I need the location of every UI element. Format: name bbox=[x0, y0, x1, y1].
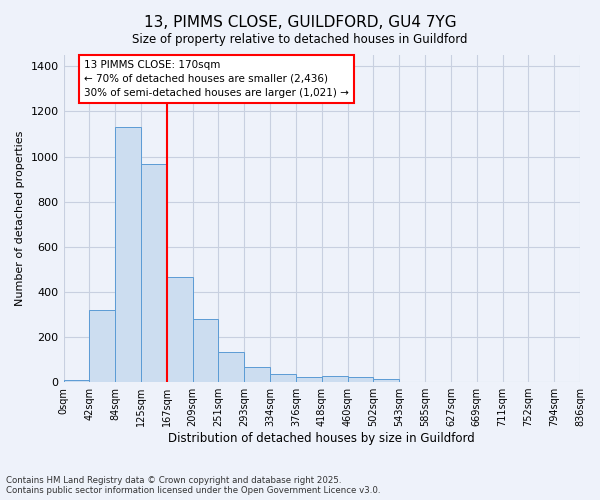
Bar bbox=[373, 378, 399, 382]
Bar bbox=[347, 377, 373, 382]
Bar bbox=[115, 127, 141, 382]
Text: 13, PIMMS CLOSE, GUILDFORD, GU4 7YG: 13, PIMMS CLOSE, GUILDFORD, GU4 7YG bbox=[143, 15, 457, 30]
Bar bbox=[64, 380, 89, 382]
Bar bbox=[141, 164, 167, 382]
Bar bbox=[218, 352, 244, 382]
Bar bbox=[89, 310, 115, 382]
Text: Size of property relative to detached houses in Guildford: Size of property relative to detached ho… bbox=[132, 32, 468, 46]
Bar bbox=[244, 366, 270, 382]
Text: 13 PIMMS CLOSE: 170sqm
← 70% of detached houses are smaller (2,436)
30% of semi-: 13 PIMMS CLOSE: 170sqm ← 70% of detached… bbox=[84, 60, 349, 98]
Bar bbox=[270, 374, 296, 382]
Text: Contains HM Land Registry data © Crown copyright and database right 2025.
Contai: Contains HM Land Registry data © Crown c… bbox=[6, 476, 380, 495]
Bar bbox=[322, 376, 347, 382]
X-axis label: Distribution of detached houses by size in Guildford: Distribution of detached houses by size … bbox=[169, 432, 475, 445]
Bar bbox=[167, 277, 193, 382]
Bar bbox=[193, 319, 218, 382]
Y-axis label: Number of detached properties: Number of detached properties bbox=[15, 131, 25, 306]
Bar bbox=[296, 377, 322, 382]
